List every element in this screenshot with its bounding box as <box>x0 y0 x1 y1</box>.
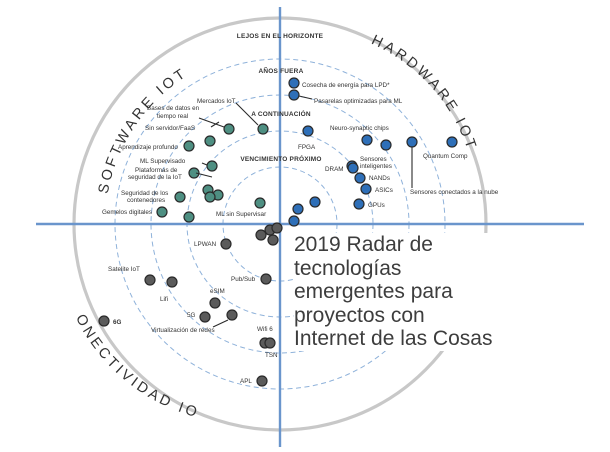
blip-cosecha-energia[interactable] <box>288 77 300 89</box>
blip-pasarelas-ml[interactable] <box>288 89 300 101</box>
label-esim: eSIM <box>210 288 225 295</box>
ring-label-soon: VENCIMIENTO PRÓXIMO <box>240 154 321 163</box>
blip-bases-de-datos[interactable] <box>223 123 235 135</box>
blip-sensores-nube[interactable] <box>406 136 418 148</box>
blip-software-4[interactable] <box>183 211 195 223</box>
blip-ml-sin-supervisar[interactable] <box>254 197 266 209</box>
hardware-quadrant <box>288 77 458 227</box>
label-neuro-synaptic: Neuro-synaptic chips <box>330 125 389 132</box>
software-quadrant <box>156 123 269 223</box>
blip-virtualizacion[interactable] <box>226 309 238 321</box>
label-quantum-comp: Quantum Comp <box>423 153 468 160</box>
label-pasarelas-ml: Pasarelas optimizadas para ML <box>314 98 403 105</box>
label-5g: 5G <box>187 312 196 319</box>
blip-dram[interactable] <box>347 162 359 174</box>
blip-connectivity-3[interactable] <box>271 222 283 234</box>
label-gpus: GPUs <box>368 202 385 209</box>
label-sin-servidor: Sin servidor/FaaS <box>145 125 195 132</box>
blip-6g[interactable] <box>98 315 110 327</box>
ring-label-far: LEJOS EN EL HORIZONTE <box>237 33 324 40</box>
blip-hardware-2[interactable] <box>309 196 321 208</box>
blip-ml-supervisado[interactable] <box>206 160 218 172</box>
label-ml-supervisado: ML Supervisado <box>140 158 186 165</box>
label-asics: ASICs <box>375 187 393 194</box>
blip-plataformas-seguridad[interactable] <box>188 167 200 179</box>
label-bases-de-datos-1: Bases de datos en <box>147 105 200 112</box>
blip-connectivity-1[interactable] <box>255 229 267 241</box>
blip-tsn[interactable] <box>264 337 276 349</box>
label-wifi-6: Wifi 6 <box>257 326 273 333</box>
label-fpga: FPGA <box>298 144 316 151</box>
connectivity-quadrant <box>98 222 283 387</box>
label-aprendizaje-profundo: Aprendizaje profundo <box>118 144 178 151</box>
quadrant-label-hardware: HARDWARE IOT <box>369 32 480 153</box>
blip-nands[interactable] <box>354 172 366 184</box>
blip-lpwan[interactable] <box>220 238 232 250</box>
blip-hardware-3[interactable] <box>292 203 304 215</box>
blip-hardware-1[interactable] <box>380 139 392 151</box>
label-sensores-inteligentes-2: inteligentes <box>360 163 392 170</box>
label-6g: 6G <box>113 319 122 326</box>
ring-label-years-out: AÑOS FUERA <box>259 66 304 75</box>
hardware-labels: Cosecha de energía para LPD* Pasarelas o… <box>298 82 499 209</box>
label-pub-sub: Pub/Sub <box>231 276 256 283</box>
blip-seguridad-contenedores[interactable] <box>174 191 186 203</box>
blip-satelite-iot[interactable] <box>144 274 156 286</box>
blip-esim[interactable] <box>209 297 221 309</box>
label-bases-de-datos-2: tiempo real <box>157 113 188 120</box>
label-ml-sin-supervisar: ML sin Supervisar <box>216 211 266 218</box>
radar-title: 2019 Radar de tecnologías emergentes par… <box>294 233 494 351</box>
label-plataformas-2: seguridad de la IoT <box>128 174 182 181</box>
label-satelite-iot: Satelite IoT <box>108 266 140 273</box>
blip-hardware-4[interactable] <box>288 215 300 227</box>
blip-gpus[interactable] <box>353 198 365 210</box>
blip-sin-servidor[interactable] <box>204 135 216 147</box>
blip-pub-sub[interactable] <box>260 273 272 285</box>
ring-label-next: A CONTINUACIÓN <box>251 109 311 118</box>
blip-lifi[interactable] <box>166 276 178 288</box>
label-gemelos-digitales: Gemelos digitales <box>102 209 152 216</box>
connectivity-labels: LPWAN Satelite IoT Lifi Pub/Sub eSIM 5G … <box>108 241 278 385</box>
blip-asics[interactable] <box>360 183 372 195</box>
label-cosecha-energia: Cosecha de energía para LPD* <box>302 82 390 89</box>
label-virtualizacion: Virtualización de redes <box>151 327 215 334</box>
hardware-leaders <box>298 95 413 188</box>
blip-software-3[interactable] <box>204 191 216 203</box>
blip-gemelos-digitales[interactable] <box>156 206 168 218</box>
label-sensores-inteligentes-1: Sensores <box>360 156 387 163</box>
label-apl: APL <box>240 378 252 385</box>
blip-fpga[interactable] <box>302 125 314 137</box>
blip-mercados-iot[interactable] <box>257 123 269 135</box>
label-lpwan: LPWAN <box>194 241 217 248</box>
label-tsn: TSN <box>265 352 278 359</box>
blip-neuro-synaptic[interactable] <box>361 134 373 146</box>
label-lifi: Lifi <box>160 296 168 303</box>
blip-aprendizaje-profundo[interactable] <box>183 140 195 152</box>
label-dram: DRAM <box>325 166 344 173</box>
label-seguridad-contenedores-2: contenedores <box>127 197 165 204</box>
label-seguridad-contenedores-1: Seguridad de los <box>121 190 168 197</box>
blip-quantum-comp[interactable] <box>446 136 458 148</box>
label-mercados-iot: Mercados IoT <box>197 98 236 105</box>
label-sensores-nube: Sensores conectados a la nube <box>410 189 499 196</box>
label-nands: NANDs <box>369 175 390 182</box>
software-leaders <box>195 102 259 178</box>
blip-5g[interactable] <box>199 311 211 323</box>
blip-apl[interactable] <box>256 375 268 387</box>
connectivity-leaders <box>212 319 229 328</box>
quadrant-label-connectivity: CONECTIVIDAD IOT <box>0 0 202 422</box>
blip-connectivity-4[interactable] <box>267 234 279 246</box>
software-labels: Mercados IoT Bases de datos en tiempo re… <box>102 98 266 218</box>
label-plataformas-1: Plataformas de <box>135 167 178 174</box>
